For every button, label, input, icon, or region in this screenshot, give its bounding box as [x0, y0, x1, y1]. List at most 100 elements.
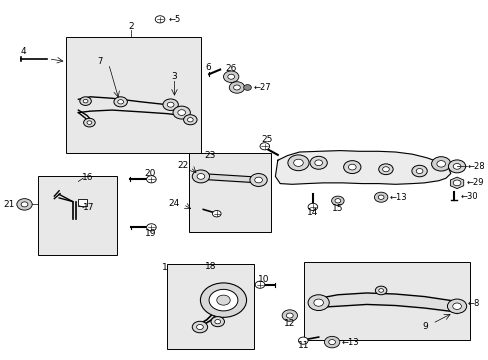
Bar — [66, 37, 201, 153]
Circle shape — [197, 174, 204, 179]
Text: 12: 12 — [284, 319, 295, 328]
Text: ←27: ←27 — [253, 83, 271, 92]
Circle shape — [298, 337, 307, 344]
Circle shape — [431, 157, 450, 171]
Circle shape — [178, 110, 185, 116]
Text: 24: 24 — [168, 199, 180, 208]
Text: 3: 3 — [171, 72, 177, 81]
Circle shape — [293, 159, 303, 166]
Text: 25: 25 — [261, 135, 272, 144]
Circle shape — [447, 160, 465, 173]
Circle shape — [163, 99, 178, 111]
Circle shape — [214, 319, 220, 324]
Text: 16: 16 — [82, 173, 94, 182]
Circle shape — [187, 118, 193, 122]
Text: ←13: ←13 — [389, 193, 407, 202]
Circle shape — [307, 295, 328, 311]
Text: 26: 26 — [225, 64, 236, 73]
Polygon shape — [275, 150, 450, 184]
Text: 1: 1 — [161, 263, 167, 272]
Circle shape — [229, 82, 244, 93]
Circle shape — [255, 281, 264, 288]
Circle shape — [452, 303, 461, 310]
Circle shape — [17, 199, 32, 210]
Circle shape — [233, 85, 240, 90]
Circle shape — [83, 118, 95, 127]
Text: 9: 9 — [422, 322, 427, 331]
Circle shape — [210, 317, 224, 327]
Circle shape — [227, 74, 234, 79]
Circle shape — [375, 286, 386, 295]
Circle shape — [378, 164, 392, 175]
Circle shape — [216, 295, 230, 305]
Text: 22: 22 — [177, 161, 188, 170]
Circle shape — [447, 299, 466, 314]
Text: 7: 7 — [97, 57, 102, 66]
Circle shape — [192, 170, 209, 183]
Text: 6: 6 — [205, 63, 210, 72]
Circle shape — [254, 177, 262, 183]
Circle shape — [334, 199, 340, 203]
Circle shape — [331, 196, 344, 206]
Circle shape — [223, 71, 238, 82]
Circle shape — [114, 97, 127, 107]
Circle shape — [307, 203, 317, 211]
Circle shape — [343, 161, 360, 174]
Bar — [38, 176, 117, 255]
Bar — [167, 264, 253, 348]
Text: 18: 18 — [205, 262, 216, 271]
Circle shape — [436, 161, 445, 167]
Circle shape — [196, 324, 203, 329]
Circle shape — [146, 176, 156, 183]
Circle shape — [87, 121, 92, 125]
Circle shape — [260, 143, 269, 150]
Circle shape — [324, 336, 339, 348]
Circle shape — [452, 180, 460, 186]
Circle shape — [173, 106, 190, 119]
Circle shape — [209, 289, 238, 311]
Text: 17: 17 — [83, 203, 95, 212]
Circle shape — [80, 97, 91, 105]
Text: 4: 4 — [20, 47, 26, 56]
Circle shape — [328, 339, 335, 345]
Circle shape — [378, 289, 383, 292]
Bar — [304, 262, 469, 339]
Circle shape — [411, 165, 427, 177]
Circle shape — [415, 168, 422, 174]
Text: 21: 21 — [3, 200, 15, 209]
Circle shape — [286, 313, 293, 318]
Circle shape — [83, 99, 88, 103]
Circle shape — [309, 156, 326, 169]
Circle shape — [374, 192, 387, 202]
Text: ←8: ←8 — [467, 299, 479, 308]
Circle shape — [155, 16, 164, 23]
Circle shape — [192, 321, 207, 333]
Text: 10: 10 — [258, 275, 269, 284]
Text: 23: 23 — [204, 151, 216, 160]
Circle shape — [382, 167, 388, 172]
Circle shape — [118, 100, 123, 104]
Circle shape — [348, 164, 355, 170]
Text: ←13: ←13 — [341, 338, 359, 347]
Text: 19: 19 — [144, 229, 156, 238]
Circle shape — [200, 283, 246, 318]
Circle shape — [212, 211, 221, 217]
Text: 14: 14 — [306, 208, 318, 217]
Text: 2: 2 — [128, 22, 134, 31]
Circle shape — [452, 163, 460, 169]
Text: 20: 20 — [144, 169, 156, 178]
Circle shape — [243, 85, 251, 90]
Circle shape — [167, 102, 174, 107]
Circle shape — [249, 174, 266, 186]
Circle shape — [183, 115, 197, 125]
Text: ←29: ←29 — [465, 178, 483, 187]
Text: ←30: ←30 — [460, 192, 478, 201]
Text: ←5: ←5 — [168, 15, 181, 24]
Circle shape — [282, 310, 297, 321]
Text: ←28: ←28 — [467, 162, 484, 171]
Text: 15: 15 — [331, 204, 343, 213]
Circle shape — [287, 155, 308, 171]
Bar — [78, 199, 87, 206]
Circle shape — [314, 160, 322, 166]
Polygon shape — [449, 177, 463, 189]
